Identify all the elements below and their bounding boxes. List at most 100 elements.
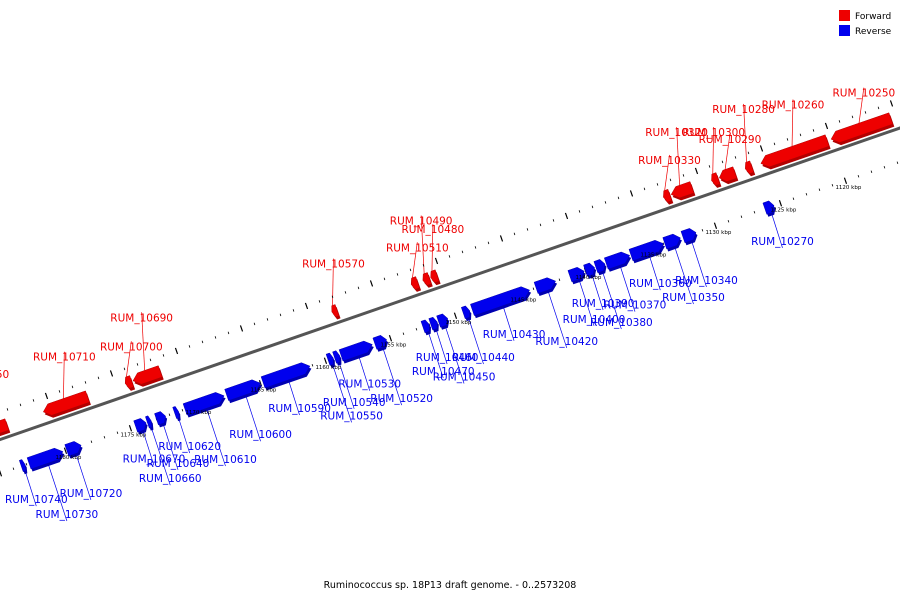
gene-rum_10640[interactable] <box>154 411 168 428</box>
gene-rum_10430[interactable] <box>470 286 532 319</box>
label-leader-line <box>412 242 418 278</box>
reverse-tick <box>805 192 808 196</box>
forward-tick <box>422 264 425 267</box>
gene-arrow <box>680 228 697 244</box>
gene-rum_10250[interactable] <box>830 112 895 146</box>
gene-rum_10280[interactable] <box>745 160 756 177</box>
forward-tick <box>591 205 594 209</box>
gene-label[interactable]: RUM_10450 <box>433 371 496 383</box>
gene-label[interactable]: RUM_10590 <box>268 403 331 415</box>
gene-rum_10300[interactable] <box>711 172 722 188</box>
gene-label[interactable]: RUM_10460 <box>416 352 479 364</box>
gene-label[interactable]: RUM_10570 <box>302 259 365 271</box>
gene-rum_10610[interactable] <box>182 392 226 418</box>
gene-label[interactable]: RUM_10550 <box>320 410 383 422</box>
gene-label[interactable]: RUM_10530 <box>338 379 401 391</box>
gene-rum_10360[interactable] <box>628 240 665 264</box>
gene-label[interactable]: RUM_10300 <box>682 127 745 139</box>
gene-label[interactable]: RUM_10700 <box>100 341 163 353</box>
gene-rum_10390[interactable] <box>583 262 597 279</box>
label-leader-line <box>444 325 465 384</box>
gene-rum_10340[interactable] <box>680 228 698 246</box>
gene-rum_10550[interactable] <box>325 352 335 368</box>
gene-label[interactable]: RUM_10480 <box>402 224 465 236</box>
gene-rum_10400[interactable] <box>567 267 586 285</box>
gene-label[interactable]: RUM_10540 <box>323 397 386 409</box>
reverse-tick <box>896 161 899 165</box>
gene-label[interactable]: RUM_10440 <box>452 352 515 364</box>
gene-label[interactable]: RUM_10420 <box>535 336 598 348</box>
gene-rum_10320[interactable] <box>670 181 696 201</box>
gene-label[interactable]: RUM_10510 <box>386 242 449 254</box>
gene-rum_10570[interactable] <box>331 304 341 320</box>
gene-label[interactable]: RUM_10750 <box>0 369 9 381</box>
gene-rum_10540[interactable] <box>332 350 342 366</box>
gene-label[interactable]: RUM_10490 <box>390 216 453 228</box>
gene-label[interactable]: RUM_10520 <box>370 393 433 405</box>
label-leader-line <box>63 351 65 399</box>
gene-label[interactable]: RUM_10390 <box>572 298 635 310</box>
gene-label[interactable]: RUM_10270 <box>751 236 814 248</box>
gene-label[interactable]: RUM_10280 <box>712 104 775 116</box>
gene-rum_10490[interactable] <box>422 272 433 288</box>
gene-label[interactable]: RUM_10430 <box>483 329 546 341</box>
gene-label[interactable]: RUM_10470 <box>412 366 475 378</box>
gene-rum_10590[interactable] <box>260 362 312 391</box>
gene-label[interactable]: RUM_10380 <box>590 317 653 329</box>
gene-rum_10260[interactable] <box>760 134 831 170</box>
gene-rum_10380[interactable] <box>593 259 607 276</box>
gene-rum_10520[interactable] <box>372 335 389 352</box>
gene-rum_10690[interactable] <box>132 365 164 387</box>
gene-label[interactable]: RUM_10670 <box>123 453 186 465</box>
gene-label[interactable]: RUM_10250 <box>833 88 896 100</box>
gene-label[interactable]: RUM_10290 <box>699 134 762 146</box>
gene-rum_10330[interactable] <box>663 188 674 205</box>
label-leader-line <box>24 470 37 507</box>
gene-rum_10740[interactable] <box>18 459 28 475</box>
gene-rum_10270[interactable] <box>762 200 776 217</box>
gene-rum_10730[interactable] <box>26 447 65 472</box>
gene-rum_10620[interactable] <box>172 406 181 422</box>
gene-label[interactable]: RUM_10660 <box>139 473 202 485</box>
gene-label[interactable]: RUM_10690 <box>110 312 173 324</box>
gene-rum_10440[interactable] <box>460 305 472 322</box>
gene-label[interactable]: RUM_10610 <box>194 454 257 466</box>
gene-rum_10720[interactable] <box>64 441 83 459</box>
gene-rum_10350[interactable] <box>662 233 682 252</box>
gene-label[interactable]: RUM_10400 <box>563 314 626 326</box>
gene-label[interactable]: RUM_10370 <box>604 300 667 312</box>
gene-label[interactable]: RUM_10730 <box>36 509 99 521</box>
gene-rum_10290[interactable] <box>718 166 739 185</box>
gene-rum_10370[interactable] <box>603 251 632 272</box>
gene-arrow <box>224 379 261 401</box>
reverse-tick <box>778 200 783 207</box>
label-leader-line <box>591 274 604 311</box>
gene-rum_10510[interactable] <box>410 276 422 292</box>
gene-rum_10750[interactable] <box>0 418 11 447</box>
forward-tick <box>617 196 620 200</box>
gene-rum_10460[interactable] <box>428 316 439 333</box>
gene-label[interactable]: RUM_10260 <box>762 100 825 112</box>
gene-rum_10670[interactable] <box>133 418 148 435</box>
gene-rum_10660[interactable] <box>145 415 154 431</box>
gene-label[interactable]: RUM_10620 <box>158 441 221 453</box>
gene-label[interactable]: RUM_10710 <box>33 352 96 364</box>
gene-label[interactable]: RUM_10720 <box>60 488 123 500</box>
gene-rum_10530[interactable] <box>338 340 374 364</box>
gene-rum_10420[interactable] <box>533 277 558 296</box>
gene-label[interactable]: RUM_10340 <box>675 275 738 287</box>
gene-label[interactable]: RUM_10740 <box>5 494 68 506</box>
gene-label[interactable]: RUM_10640 <box>147 458 210 470</box>
gene-label[interactable]: RUM_10320 <box>645 127 708 139</box>
gene-rum_10450[interactable] <box>436 313 450 330</box>
gene-arrow <box>332 350 341 364</box>
gene-rum_10710[interactable] <box>42 390 91 418</box>
gene-rum_10470[interactable] <box>420 319 431 336</box>
gene-rum_10480[interactable] <box>430 269 441 286</box>
gene-label[interactable]: RUM_10360 <box>629 278 692 290</box>
gene-label[interactable]: RUM_10330 <box>638 155 701 167</box>
gene-rum_10700[interactable] <box>124 375 136 391</box>
gene-label[interactable]: RUM_10600 <box>229 429 292 441</box>
gene-rum_10600[interactable] <box>224 379 262 404</box>
gene-label[interactable]: RUM_10350 <box>662 292 725 304</box>
